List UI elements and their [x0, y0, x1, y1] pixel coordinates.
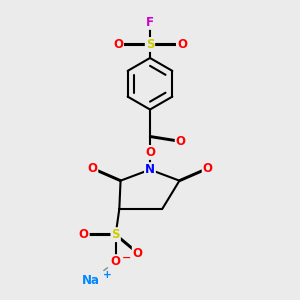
Text: O: O [177, 38, 187, 51]
Text: O: O [203, 162, 213, 175]
Text: O: O [79, 228, 89, 241]
Text: S: S [111, 228, 120, 241]
Text: F: F [146, 16, 154, 29]
Text: −: − [122, 253, 131, 263]
Text: N: N [145, 163, 155, 176]
Text: O: O [133, 247, 143, 260]
Text: Na: Na [82, 274, 100, 286]
Text: S: S [146, 38, 154, 51]
Text: O: O [176, 135, 186, 148]
Text: O: O [145, 146, 155, 159]
Text: O: O [87, 162, 97, 175]
Text: O: O [113, 38, 123, 51]
Text: O: O [111, 255, 121, 268]
Text: +: + [103, 270, 111, 280]
